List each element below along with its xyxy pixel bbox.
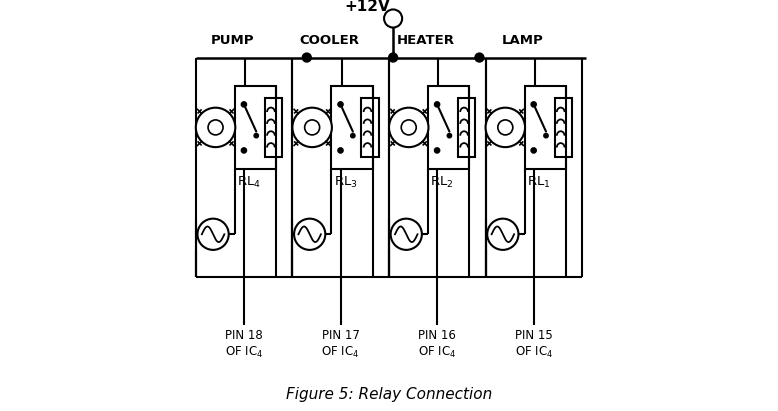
Text: RL$_4$: RL$_4$	[237, 175, 261, 190]
Text: RL$_3$: RL$_3$	[334, 175, 357, 190]
Circle shape	[254, 134, 258, 137]
Bar	[331, 86, 373, 169]
Text: OF IC$_4$: OF IC$_4$	[418, 344, 456, 360]
Text: PUMP: PUMP	[211, 34, 254, 47]
Text: OF IC$_4$: OF IC$_4$	[321, 344, 359, 360]
Circle shape	[208, 120, 223, 135]
Text: PIN 15: PIN 15	[515, 329, 552, 342]
Circle shape	[242, 102, 246, 106]
Text: LAMP: LAMP	[501, 34, 543, 47]
Circle shape	[391, 219, 422, 250]
Bar	[428, 86, 469, 169]
Circle shape	[447, 134, 451, 137]
Circle shape	[294, 219, 325, 250]
Circle shape	[531, 148, 536, 153]
Text: OF IC$_4$: OF IC$_4$	[514, 344, 553, 360]
Bar	[235, 86, 276, 169]
Circle shape	[531, 102, 536, 106]
Circle shape	[338, 148, 343, 153]
Text: PIN 17: PIN 17	[321, 329, 359, 342]
Text: PIN 16: PIN 16	[418, 329, 456, 342]
Text: OF IC$_4$: OF IC$_4$	[225, 344, 263, 360]
Bar	[362, 98, 379, 157]
Circle shape	[544, 134, 548, 137]
Bar	[265, 98, 282, 157]
Circle shape	[487, 219, 518, 250]
Circle shape	[475, 53, 484, 62]
Circle shape	[351, 134, 355, 137]
Text: HEATER: HEATER	[397, 34, 454, 47]
Circle shape	[485, 108, 525, 147]
Circle shape	[389, 53, 398, 62]
Circle shape	[293, 108, 332, 147]
Circle shape	[242, 148, 246, 153]
Bar	[555, 98, 572, 157]
Circle shape	[305, 120, 320, 135]
Text: COOLER: COOLER	[299, 34, 359, 47]
Circle shape	[338, 102, 343, 106]
Circle shape	[498, 120, 513, 135]
Circle shape	[401, 120, 416, 135]
Text: +12V: +12V	[344, 0, 390, 14]
Bar	[524, 86, 566, 169]
Circle shape	[435, 102, 440, 106]
Circle shape	[196, 108, 235, 147]
Bar	[458, 98, 475, 157]
Circle shape	[435, 148, 440, 153]
Text: RL$_2$: RL$_2$	[430, 175, 454, 190]
Text: PIN 18: PIN 18	[225, 329, 263, 342]
Circle shape	[389, 108, 429, 147]
Circle shape	[303, 53, 311, 62]
Circle shape	[384, 9, 402, 28]
Text: RL$_1$: RL$_1$	[527, 175, 550, 190]
Circle shape	[198, 219, 229, 250]
Text: Figure 5: Relay Connection: Figure 5: Relay Connection	[286, 387, 492, 402]
